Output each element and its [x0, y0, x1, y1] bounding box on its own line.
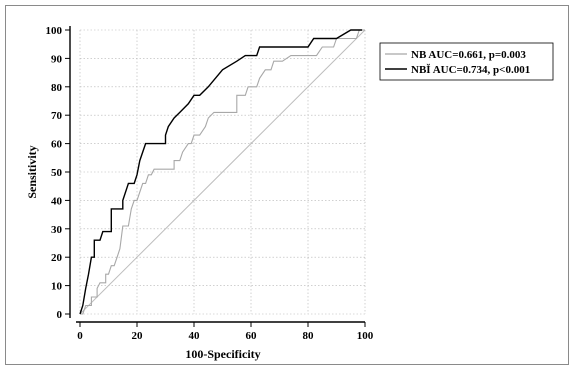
- x-tick-label: 100: [357, 330, 374, 342]
- y-tick-label: 10: [51, 281, 63, 293]
- x-tick-label: 40: [189, 330, 201, 342]
- legend-label-1: NB AUC=0.661, p=0.003: [411, 49, 526, 61]
- y-tick-label: 0: [57, 309, 63, 321]
- x-tick-label: 20: [132, 330, 144, 342]
- y-axis-label: Sensitivity: [25, 145, 39, 198]
- x-axis-label: 100-Specificity: [185, 347, 260, 361]
- y-axis-ticks: 0 10 20 30 40 50 60 70 80 90 100: [46, 25, 70, 321]
- y-tick-label: 100: [46, 25, 63, 37]
- x-tick-label: 80: [303, 330, 315, 342]
- y-tick-label: 90: [51, 53, 63, 65]
- axes: [69, 26, 365, 323]
- y-tick-label: 70: [51, 110, 63, 122]
- y-tick-label: 20: [51, 252, 63, 264]
- diagonal-reference-line: [79, 29, 366, 315]
- y-tick-label: 80: [51, 82, 63, 94]
- series-line-2: [79, 29, 363, 315]
- x-tick-label: 60: [246, 330, 258, 342]
- series-group: [79, 29, 365, 315]
- legend: NB AUC=0.661, p=0.003 NBĬ AUC=0.734, p<0.…: [379, 42, 554, 81]
- x-tick-label: 0: [77, 330, 83, 342]
- y-tick-label: 30: [51, 224, 63, 236]
- y-tick-label: 40: [51, 195, 63, 207]
- legend-label-2: NBĬ AUC=0.734, p<0.001: [411, 64, 530, 76]
- x-axis-ticks: 0 20 40 60 80 100: [77, 322, 374, 342]
- legend-box: [379, 42, 554, 81]
- y-tick-label: 50: [51, 167, 63, 179]
- series-line-1: [80, 29, 365, 315]
- y-tick-label: 60: [51, 139, 63, 151]
